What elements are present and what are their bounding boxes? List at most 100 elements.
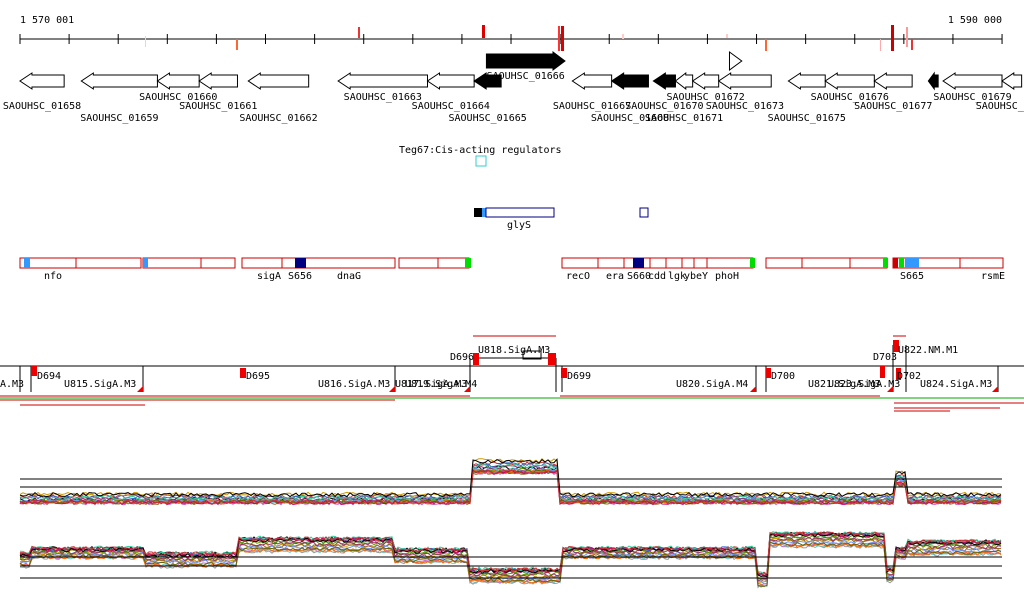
segment-label: U819.SigA.M4 [405, 379, 477, 390]
gene-label: SAOUHSC_01679 [933, 92, 1011, 103]
operon-track: glyS [474, 207, 649, 231]
segment-label: D695 [246, 371, 270, 382]
segment-label: D696 [450, 352, 474, 363]
segment-label: D699 [567, 371, 591, 382]
gene-reverse[interactable] [198, 72, 238, 90]
gene-label: SAOUHSC_01675 [768, 113, 846, 124]
expression-trace [19, 458, 1002, 498]
transcript-label: lgk [668, 271, 686, 282]
segment-labels: A.M3 D694 U815.SigA.M3 D695 U816.SigA.M3… [0, 345, 992, 390]
gene-reverse[interactable] [674, 71, 694, 91]
gene-reverse[interactable] [156, 72, 200, 90]
axis-score-marks [145, 25, 913, 51]
gene-reverse[interactable] [927, 71, 939, 91]
gene-label: SAOUHSC_01673 [706, 101, 784, 112]
expression-threshold-lines [20, 478, 1002, 579]
gene-label: SAOUHSC_01671 [645, 113, 723, 124]
gene-label: SAOUHSC_01659 [80, 113, 158, 124]
gene-label: SAOUHSC_01670 [625, 101, 703, 112]
operon-glys-box[interactable] [485, 207, 555, 218]
transcript-label: S656 [288, 271, 312, 282]
gene-reverse[interactable] [473, 72, 502, 90]
regulator-track: Teg67:Cis-acting regulators [399, 145, 562, 167]
gene-reverse[interactable] [337, 72, 429, 90]
segment-label: A.M3 [0, 379, 24, 390]
transcript-label: rsmE [981, 271, 1005, 282]
gene-label: SAOUHSC_01658 [3, 101, 81, 112]
transcript-label: nfo [44, 271, 62, 282]
expression-trace [19, 468, 1002, 505]
gene-reverse[interactable] [652, 72, 676, 90]
segment-label: U817.SigA.M3 [395, 379, 467, 390]
operon-glys-label: glyS [507, 220, 531, 231]
gene-track: SAOUHSC_01658SAOUHSC_01659SAOUHSC_01660S… [3, 51, 1024, 124]
expression-trace [19, 540, 1002, 585]
operon-small-box[interactable] [639, 207, 649, 218]
gene-label: SAOUHSC_01672 [667, 92, 745, 103]
transcript-label: S665 [900, 271, 924, 282]
gene-label: SAOUHSC_0168 [976, 101, 1024, 112]
segment-markers [31, 340, 998, 392]
expression-trace [19, 541, 1002, 587]
transcript-label: sigA [257, 271, 281, 282]
gene-reverse[interactable] [610, 72, 649, 90]
segment-label: D700 [771, 371, 795, 382]
gene-reverse[interactable] [691, 72, 720, 90]
segment-label: U815.SigA.M3 [64, 379, 136, 390]
gene-reverse[interactable] [787, 72, 826, 90]
gene-label: SAOUHSC_01666 [487, 71, 565, 82]
gene-reverse[interactable] [873, 72, 913, 90]
gene-reverse[interactable] [1001, 72, 1023, 90]
regulator-label: Teg67:Cis-acting regulators [399, 145, 562, 156]
segment-label: D694 [37, 371, 61, 382]
gene-reverse[interactable] [717, 72, 772, 90]
operon-black-block [474, 208, 482, 217]
gene-reverse[interactable] [942, 72, 1003, 90]
transcript-label: phoH [715, 271, 739, 282]
expression-trace [19, 463, 1002, 501]
gene-label: SAOUHSC_01661 [179, 101, 257, 112]
expression-lower-profiles [19, 530, 1002, 589]
transcript-label: dnaG [337, 271, 361, 282]
transcript-track: nfo sigA S656 dnaG recO era S660 cdd lgk… [19, 257, 1005, 282]
gene-forward[interactable] [728, 51, 743, 71]
expression-trace [19, 469, 1002, 505]
segment-label: U824.SigA.M3 [920, 379, 992, 390]
gene-label: SAOUHSC_01668 [591, 113, 669, 124]
expression-trace [20, 531, 1002, 575]
gene-reverse[interactable] [19, 72, 65, 90]
transcript-markers [24, 258, 919, 268]
gene-label: SAOUHSC_01665 [449, 113, 527, 124]
gene-reverse[interactable] [80, 72, 158, 90]
segment-label: U821.SigA.M3 [808, 379, 880, 390]
gene-reverse[interactable] [824, 72, 875, 90]
gene-forward[interactable] [485, 51, 566, 71]
expression-track [19, 457, 1002, 589]
segment-label: U820.SigA.M4 [676, 379, 748, 390]
segment-track: A.M3 D694 U815.SigA.M3 D695 U816.SigA.M3… [0, 335, 1024, 412]
gene-label: SAOUHSC_01667 [553, 101, 631, 112]
gene-label: SAOUHSC_01677 [854, 101, 932, 112]
segment-label: U822.NM.M1 [898, 345, 958, 356]
segment-label: U823.SigA.M3 [828, 379, 900, 390]
axis-start-label: 1 570 001 [20, 15, 74, 26]
axis-end-label: 1 590 000 [948, 15, 1002, 26]
segment-label: D702 [897, 371, 921, 382]
segment-label: U816.SigA.M3 [318, 379, 390, 390]
transcript-label: recO [566, 271, 590, 282]
gene-label: SAOUHSC_01664 [412, 101, 490, 112]
axis-ticks [19, 34, 1003, 44]
gene-label: SAOUHSC_01676 [811, 92, 889, 103]
transcript-label: ybeY [684, 271, 708, 282]
transcript-label: era [606, 271, 624, 282]
expression-trace [19, 532, 1002, 578]
gene-reverse[interactable] [426, 72, 475, 90]
operon-blue-block [482, 208, 486, 217]
gene-reverse[interactable] [247, 72, 310, 90]
regulator-feature[interactable] [475, 155, 487, 167]
transcript-label: S660 [627, 271, 651, 282]
transcript-labels: nfo sigA S656 dnaG recO era S660 cdd lgk… [44, 271, 1005, 282]
transcript-label: cdd [648, 271, 666, 282]
gene-reverse[interactable] [571, 72, 613, 90]
